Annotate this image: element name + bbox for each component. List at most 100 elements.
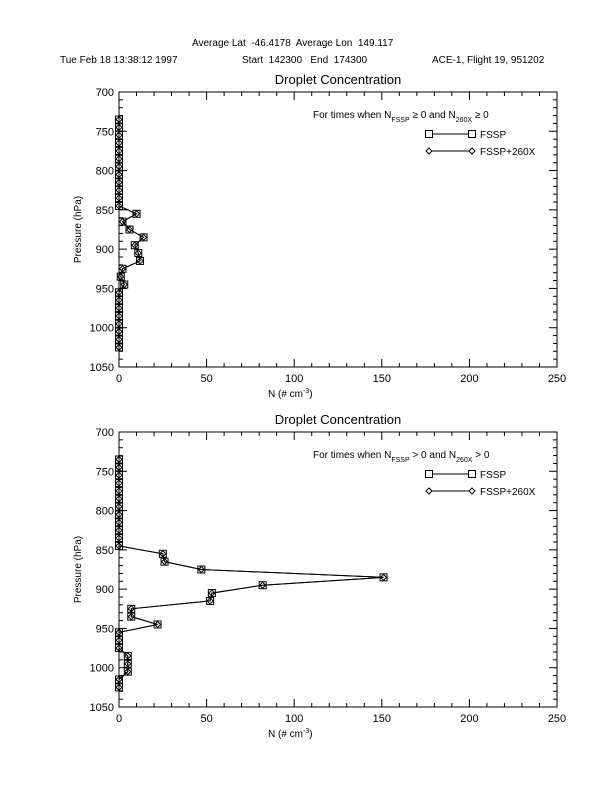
- y-tick-label: 800: [96, 166, 114, 178]
- data-point-fssp-260x: [115, 495, 123, 503]
- y-tick-label: 1050: [90, 702, 114, 714]
- legend-marker-fssp-260x: [468, 147, 476, 155]
- y-tick-label: 1050: [90, 362, 114, 374]
- data-point-fssp-260x: [115, 288, 123, 297]
- legend-marker-fssp: [425, 130, 433, 138]
- plot-title: Droplet Concentration: [275, 412, 401, 427]
- data-point-fssp-260x: [115, 123, 123, 132]
- legend-marker-fssp: [468, 470, 476, 478]
- header-location: Average Lat -46.4178 Average Lon 149.117: [192, 38, 394, 49]
- legend-label-fssp: FSSP: [480, 470, 506, 481]
- x-tick-label: 0: [116, 713, 122, 725]
- data-point-fssp-260x: [115, 139, 123, 147]
- data-point-fssp-260x: [115, 636, 123, 644]
- data-point-fssp-260x: [115, 170, 123, 179]
- data-point-fssp-260x: [115, 675, 123, 684]
- data-point-fssp-260x: [124, 652, 132, 660]
- data-point-fssp-260x: [115, 471, 123, 479]
- y-tick-label: 700: [96, 427, 114, 439]
- series-line-fssp-260x: [118, 119, 145, 348]
- data-point-fssp-260x: [115, 343, 123, 352]
- data-point-fssp-260x: [115, 115, 123, 124]
- data-point-fssp-260x: [115, 463, 123, 472]
- data-point-fssp-260x: [125, 225, 134, 234]
- data-point-fssp-260x: [118, 265, 127, 273]
- data-point-fssp-260x: [115, 683, 123, 692]
- x-axis-label: N (# cm-3): [268, 728, 313, 740]
- data-point-fssp-260x: [124, 667, 132, 676]
- data-point-fssp-260x: [127, 612, 135, 621]
- x-tick-label: 150: [373, 713, 391, 725]
- x-tick-label: 200: [460, 713, 478, 725]
- data-point-fssp-260x: [208, 589, 216, 597]
- x-tick-label: 50: [200, 373, 212, 385]
- data-point-fssp-260x: [118, 217, 127, 226]
- y-tick-label: 850: [96, 205, 114, 217]
- header-flight: ACE-1, Flight 19, 951202: [432, 55, 545, 66]
- y-tick-label: 950: [96, 283, 114, 295]
- series-line-fssp: [118, 459, 384, 688]
- y-axis-label: Pressure (hPa): [73, 536, 84, 603]
- data-point-fssp-260x: [115, 202, 123, 210]
- y-tick-label: 950: [96, 623, 114, 635]
- y-tick-label: 800: [96, 506, 114, 518]
- x-tick-label: 200: [460, 373, 478, 385]
- y-tick-label: 900: [96, 584, 114, 596]
- data-point-fssp-260x: [160, 557, 169, 566]
- y-tick-label: 1000: [90, 323, 114, 335]
- header-date: Tue Feb 18 13:38:12 1997: [60, 55, 178, 66]
- data-point-fssp-260x: [115, 542, 123, 550]
- legend-marker-fssp-260x: [425, 487, 433, 495]
- condition-text: For times when NFSSP > 0 and N260X > 0: [313, 450, 490, 464]
- data-point-fssp-260x: [124, 660, 132, 668]
- y-tick-label: 750: [96, 126, 114, 138]
- legend-marker-fssp: [425, 470, 433, 478]
- data-point-fssp-260x: [115, 479, 123, 487]
- legend-label-fssp-260x: FSSP+260X: [480, 487, 536, 498]
- series-line-fssp-260x: [118, 459, 384, 688]
- data-point-fssp-260x: [115, 526, 123, 534]
- condition-text: For times when NFSSP ≥ 0 and N260X ≥ 0: [313, 110, 489, 124]
- y-tick-label: 850: [96, 545, 114, 557]
- data-point-fssp-260x: [258, 581, 267, 589]
- data-point-fssp-260x: [206, 597, 214, 605]
- legend-marker-fssp-260x: [468, 487, 476, 495]
- y-axis-label: Pressure (hPa): [73, 196, 84, 263]
- x-tick-label: 100: [285, 373, 303, 385]
- data-point-fssp-260x: [115, 455, 123, 464]
- data-point-fssp-260x: [115, 502, 123, 511]
- data-point-fssp-260x: [115, 510, 123, 519]
- data-point-fssp-260x: [132, 210, 141, 218]
- x-tick-label: 50: [200, 713, 212, 725]
- y-tick-label: 900: [96, 244, 114, 256]
- data-point-fssp-260x: [153, 620, 162, 629]
- plot-2: Droplet Concentration 0 50 100 150 200 250 700 7…: [73, 412, 566, 740]
- x-tick-label: 250: [548, 373, 566, 385]
- plot-title: Droplet Concentration: [275, 72, 401, 87]
- data-point-fssp-260x: [115, 304, 123, 312]
- legend-marker-fssp-260x: [425, 147, 433, 155]
- x-tick-label: 0: [116, 373, 122, 385]
- data-point-fssp-260x: [115, 487, 123, 495]
- plot-frame: [118, 91, 558, 368]
- data-point-fssp-260x: [134, 249, 142, 257]
- data-point-fssp-260x: [115, 534, 123, 542]
- data-point-fssp-260x: [115, 644, 123, 652]
- data-point-fssp-260x: [115, 155, 123, 163]
- data-point-fssp-260x: [115, 186, 123, 194]
- data-point-fssp-260x: [197, 565, 206, 574]
- data-point-fssp-260x: [115, 131, 123, 139]
- data-point-fssp-260x: [127, 605, 135, 613]
- data-point-fssp-260x: [115, 628, 123, 637]
- data-point-fssp-260x: [115, 335, 123, 344]
- data-point-fssp-260x: [115, 312, 123, 320]
- y-tick-label: 750: [96, 466, 114, 478]
- x-axis-label: N (# cm-3): [268, 388, 313, 400]
- plot-frame: [118, 431, 558, 708]
- data-point-fssp-260x: [120, 280, 128, 289]
- data-point-fssp-260x: [136, 257, 144, 265]
- y-tick-label: 1000: [90, 663, 114, 675]
- data-point-fssp-260x: [115, 147, 123, 155]
- data-point-fssp-260x: [379, 573, 388, 582]
